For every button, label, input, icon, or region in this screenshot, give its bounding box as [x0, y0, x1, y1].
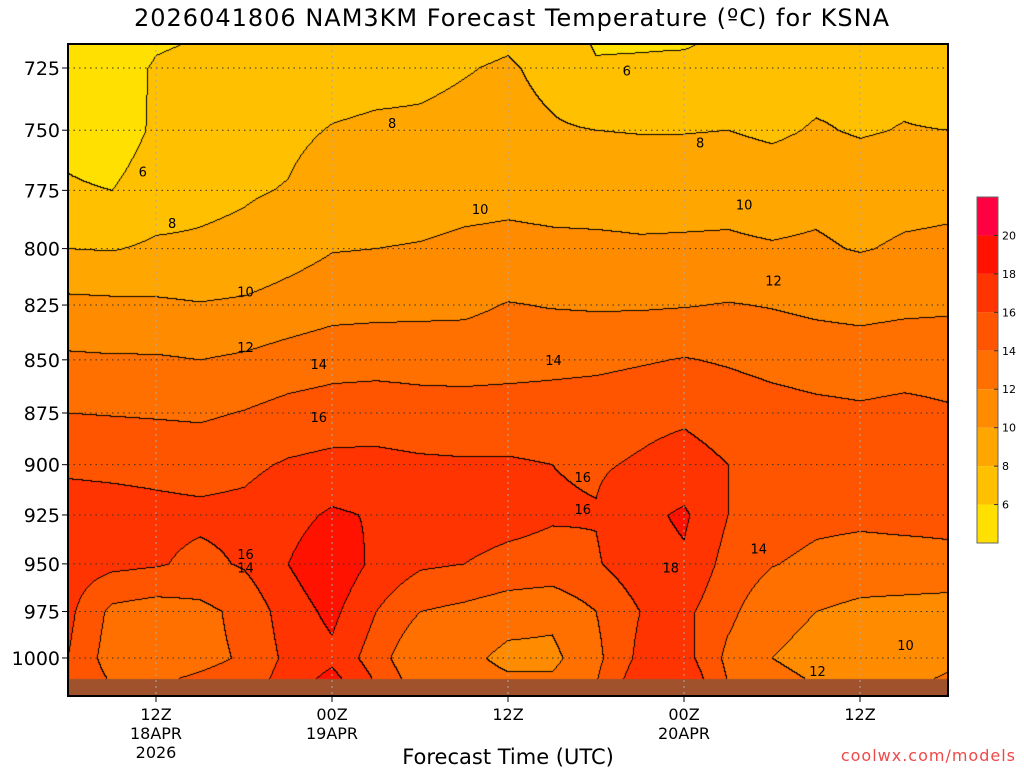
plot-frame: [67, 43, 949, 697]
contour-label: 12: [765, 274, 782, 289]
colorbar-segment: [977, 197, 998, 236]
y-tick-label: 775: [24, 180, 60, 202]
contour-label: 16: [311, 411, 328, 426]
colorbar-segment: [977, 504, 998, 543]
y-tick-label: 750: [24, 120, 60, 142]
x-tick-label: 20APR: [658, 724, 710, 743]
contour-label: 10: [237, 286, 254, 301]
colorbar-label: 6: [1002, 499, 1009, 512]
contour-label: 8: [168, 217, 176, 232]
colorbar-label: 16: [1002, 306, 1016, 319]
x-tick-label: 19APR: [306, 724, 358, 743]
colorbar-label: 14: [1002, 345, 1016, 358]
y-tick-label: 925: [24, 505, 60, 527]
x-tick-label: 12Z: [140, 705, 171, 724]
y-tick-label: 975: [24, 602, 60, 624]
contour-label: 16: [575, 503, 592, 518]
x-tick-label: 12Z: [844, 705, 875, 724]
contour-label: 14: [545, 354, 562, 369]
contour-label: 10: [472, 203, 489, 218]
contour-label: 8: [388, 117, 396, 132]
y-tick-label: 875: [24, 403, 60, 425]
contour-label: 10: [736, 199, 753, 214]
x-tick-label: 18APR: [130, 724, 182, 743]
colorbar-segment: [977, 312, 998, 351]
y-tick-label: 725: [24, 58, 60, 80]
contour-label: 12: [237, 341, 254, 356]
contour-label: 8: [696, 136, 704, 151]
contour-label: 14: [311, 358, 328, 373]
chart-title: 2026041806 NAM3KM Forecast Temperature (…: [134, 4, 890, 32]
colorbar-segment: [977, 427, 998, 467]
colorbar-segment: [977, 235, 998, 274]
contour-label: 16: [575, 471, 592, 486]
contour-label: 12: [809, 665, 826, 680]
y-tick-label: 1000: [12, 648, 60, 670]
x-tick-label: 2026: [136, 743, 177, 762]
contour-label: 18: [663, 562, 680, 577]
x-axis-label: Forecast Time (UTC): [402, 745, 614, 769]
contour-label: 6: [139, 165, 147, 180]
x-tick-label: 12Z: [492, 705, 523, 724]
colorbar-label: 20: [1002, 229, 1016, 242]
colorbar-segment: [977, 273, 998, 313]
x-tick-label: 00Z: [668, 705, 699, 724]
colorbar-label: 12: [1002, 383, 1016, 396]
watermark: coolwx.com/models: [840, 746, 1016, 765]
y-tick-label: 950: [24, 554, 60, 576]
colorbar-label: 18: [1002, 268, 1016, 281]
colorbar-segment: [977, 350, 998, 390]
contour-label: 16: [237, 548, 254, 563]
y-tick-label: 825: [24, 295, 60, 317]
contour-label: 10: [897, 639, 914, 654]
colorbar-frame: [976, 196, 999, 544]
colorbar-segment: [977, 389, 998, 428]
y-tick-label: 900: [24, 455, 60, 477]
colorbar-label: 8: [1002, 460, 1009, 473]
contour-label: 14: [237, 562, 254, 577]
y-tick-label: 850: [24, 350, 60, 372]
y-tick-label: 800: [24, 239, 60, 261]
colorbar-label: 10: [1002, 422, 1016, 435]
colorbar-segment: [977, 466, 998, 505]
contour-label: 14: [751, 542, 768, 557]
x-tick-label: 00Z: [316, 705, 347, 724]
contour-label: 6: [623, 65, 631, 80]
